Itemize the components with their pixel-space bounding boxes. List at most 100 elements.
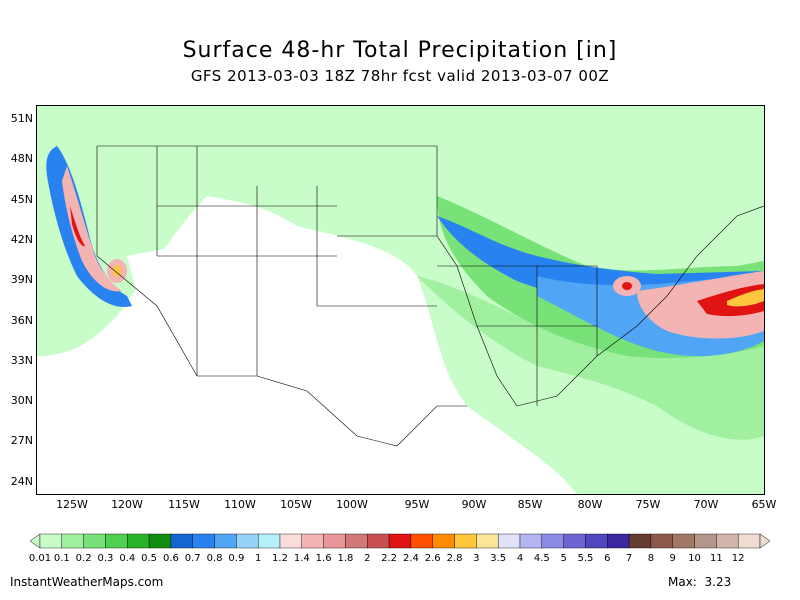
colorbar — [30, 533, 770, 549]
colorbar-swatch — [432, 533, 455, 549]
colorbar-label: 0.1 — [53, 553, 70, 564]
colorbar-label: 5.5 — [577, 553, 594, 564]
lat-label: 48N — [10, 152, 33, 165]
lon-label: 85W — [517, 498, 543, 511]
colorbar-label: 2.6 — [424, 553, 441, 564]
colorbar-label: 9 — [669, 553, 676, 564]
lat-label: 42N — [10, 233, 33, 246]
colorbar-swatch — [694, 533, 717, 549]
precipitation-map — [36, 105, 765, 495]
colorbar-label: 2.2 — [381, 553, 398, 564]
colorbar-label: 1.2 — [272, 553, 288, 564]
lat-label: 33N — [10, 354, 33, 367]
colorbar-swatch — [214, 533, 237, 549]
lat-label: 39N — [10, 273, 33, 286]
colorbar-label: 1.6 — [315, 553, 332, 564]
colorbar-swatch — [127, 533, 150, 549]
colorbar-label: 6 — [604, 553, 611, 564]
colorbar-label: 2.4 — [402, 553, 419, 564]
colorbar-label: 0.6 — [162, 553, 179, 564]
colorbar-swatch — [301, 533, 324, 549]
lat-label: 45N — [10, 193, 33, 206]
colorbar-swatch — [541, 533, 564, 549]
max-value: 3.23 — [704, 575, 732, 589]
max-label: Max: — [668, 575, 697, 589]
lon-label: 105W — [280, 498, 312, 511]
colorbar-label: 0.2 — [75, 553, 92, 564]
lon-label: 95W — [404, 498, 430, 511]
lat-label: 51N — [10, 112, 33, 125]
colorbar-swatch — [519, 533, 543, 549]
colorbar-label: 12 — [731, 553, 745, 564]
colorbar-label: 7 — [625, 553, 633, 564]
colorbar-min-arrow — [30, 533, 41, 549]
precip-field — [37, 106, 764, 494]
max-readout: Max: 3.23 — [668, 575, 731, 589]
lon-label: 80W — [577, 498, 603, 511]
colorbar-label: 1 — [254, 553, 262, 564]
colorbar-swatch — [388, 533, 412, 549]
colorbar-swatch — [585, 533, 608, 549]
colorbar-swatch — [628, 533, 652, 549]
lon-label: 100W — [336, 498, 368, 511]
lon-label: 120W — [111, 498, 143, 511]
colorbar-label: 0.4 — [119, 553, 136, 564]
colorbar-label: 0.7 — [184, 553, 201, 564]
lon-label: 125W — [56, 498, 88, 511]
colorbar-swatch — [170, 533, 193, 549]
colorbar-swatch — [83, 533, 106, 549]
colorbar-label: 4 — [516, 553, 524, 564]
colorbar-swatch — [257, 533, 281, 549]
colorbar-swatch — [236, 533, 259, 549]
lon-label: 90W — [461, 498, 487, 511]
colorbar-label: 3 — [473, 553, 480, 564]
colorbar-label: 5 — [560, 553, 567, 564]
lon-label: 110W — [224, 498, 256, 511]
lat-label: 36N — [10, 314, 33, 327]
colorbar-label: 0.3 — [97, 553, 114, 564]
colorbar-label: 1.4 — [293, 553, 310, 564]
colorbar-swatch — [192, 533, 215, 549]
map-svg — [37, 106, 764, 494]
colorbar-swatch — [367, 533, 390, 549]
colorbar-swatch — [716, 533, 739, 549]
colorbar-label: 0.01 — [28, 553, 52, 564]
lat-label: 24N — [10, 475, 33, 488]
colorbar-swatch — [39, 533, 63, 549]
colorbar-swatch — [563, 533, 586, 549]
boundary-lines — [96, 145, 764, 447]
colorbar-swatch — [410, 533, 433, 549]
colorbar-label: 2 — [364, 553, 371, 564]
colorbar-label: 10 — [688, 553, 701, 564]
colorbar-label: 0.8 — [206, 553, 223, 564]
colorbar-label: 0.5 — [141, 553, 158, 564]
lat-label: 27N — [10, 434, 33, 447]
colorbar-swatch — [607, 533, 630, 549]
colorbar-label: 2.8 — [446, 553, 463, 564]
colorbar-swatch — [61, 533, 84, 549]
colorbar-swatch — [279, 533, 303, 549]
colorbar-label: 3.5 — [490, 553, 507, 564]
map-title: Surface 48-hr Total Precipitation [in] — [182, 38, 618, 63]
colorbar-swatch — [323, 533, 346, 549]
lon-label: 70W — [693, 498, 719, 511]
source-credit: InstantWeatherMaps.com — [10, 575, 164, 589]
colorbar-swatch — [650, 533, 673, 549]
colorbar-label: 8 — [647, 553, 655, 564]
lon-label: 65W — [751, 498, 777, 511]
colorbar-swatch — [148, 533, 172, 549]
colorbar-label: 1.8 — [337, 553, 354, 564]
colorbar-swatch — [737, 533, 761, 549]
colorbar-swatch — [105, 533, 128, 549]
colorbar-label: 11 — [709, 553, 723, 564]
lat-label: 30N — [10, 394, 33, 407]
lon-label: 115W — [168, 498, 200, 511]
colorbar-swatch — [476, 533, 499, 549]
colorbar-label: 0.9 — [228, 553, 245, 564]
colorbar-swatch — [345, 533, 368, 549]
colorbar-swatch — [497, 533, 521, 549]
colorbar-swatch — [454, 533, 477, 549]
colorbar-swatch — [672, 533, 695, 549]
lon-label: 75W — [635, 498, 661, 511]
colorbar-max-arrow — [759, 533, 770, 549]
